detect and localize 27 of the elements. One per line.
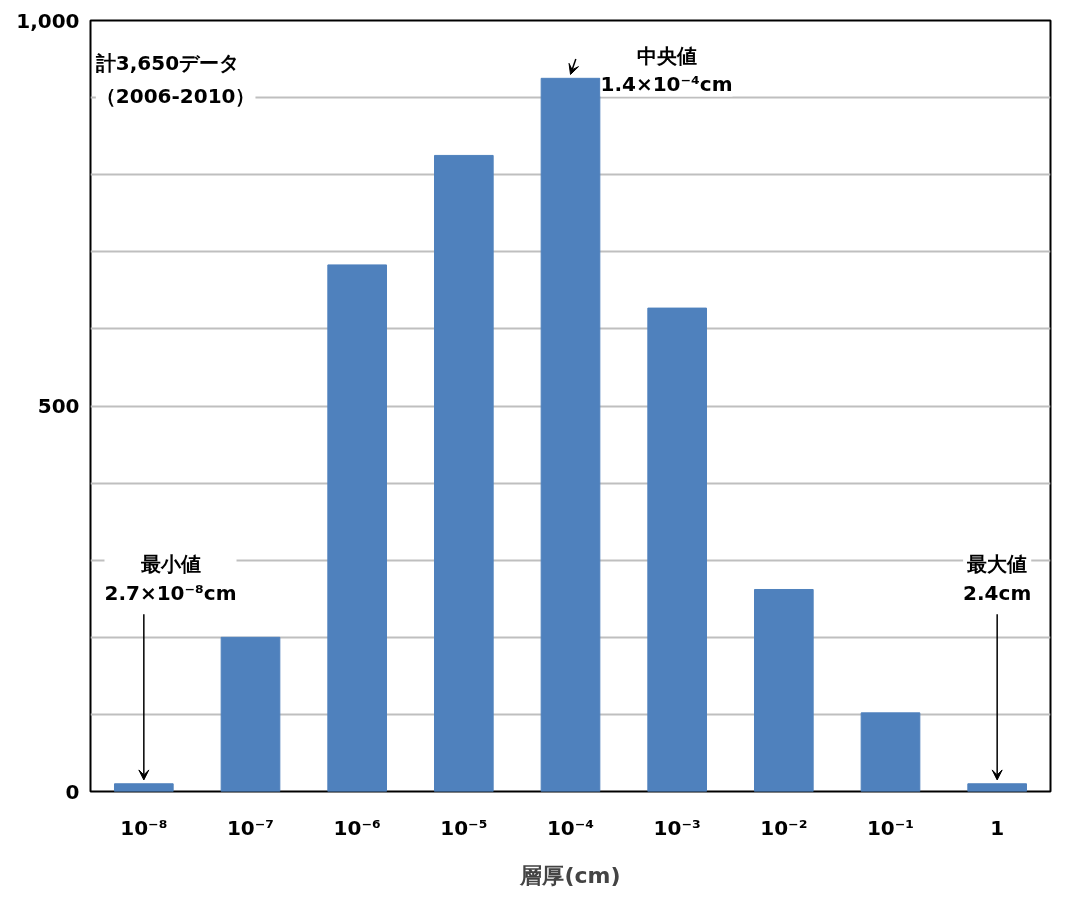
bar xyxy=(754,589,814,792)
bar xyxy=(860,712,921,792)
x-tick-label: 10⁻² xyxy=(760,815,808,840)
bar xyxy=(220,636,281,792)
x-axis-title: 層厚(cm) xyxy=(519,862,621,888)
bar xyxy=(434,154,494,792)
x-tick-label: 10⁻⁵ xyxy=(440,815,488,840)
x-tick-label: 10⁻¹ xyxy=(866,815,915,840)
bar xyxy=(647,307,707,792)
annotation: 最小値 2.7×10⁻⁸cm xyxy=(104,552,237,606)
annotation: （2006-2010） xyxy=(95,83,256,108)
x-tick-label: 10⁻⁶ xyxy=(333,815,381,840)
x-tick-label: 10⁻⁸ xyxy=(120,815,168,840)
annotation: 中央値 1.4×10⁻⁴cm xyxy=(600,43,733,97)
x-tick-label: 10⁻⁴ xyxy=(546,815,595,840)
bar xyxy=(327,264,387,792)
bar xyxy=(114,783,174,792)
y-tick-label: 1,000 xyxy=(16,8,80,33)
y-tick-label: 500 xyxy=(37,394,80,418)
annotation: 最大値 2.4cm xyxy=(963,552,1032,606)
annotation: 計3,650データ xyxy=(94,51,240,76)
bar xyxy=(967,783,1027,792)
x-tick-label: 10⁻⁷ xyxy=(226,815,275,840)
bar xyxy=(540,77,601,792)
y-tick-label: 0 xyxy=(65,779,80,804)
x-tick-label: 10⁻³ xyxy=(653,815,701,840)
x-tick-label: 1 xyxy=(990,815,1005,840)
